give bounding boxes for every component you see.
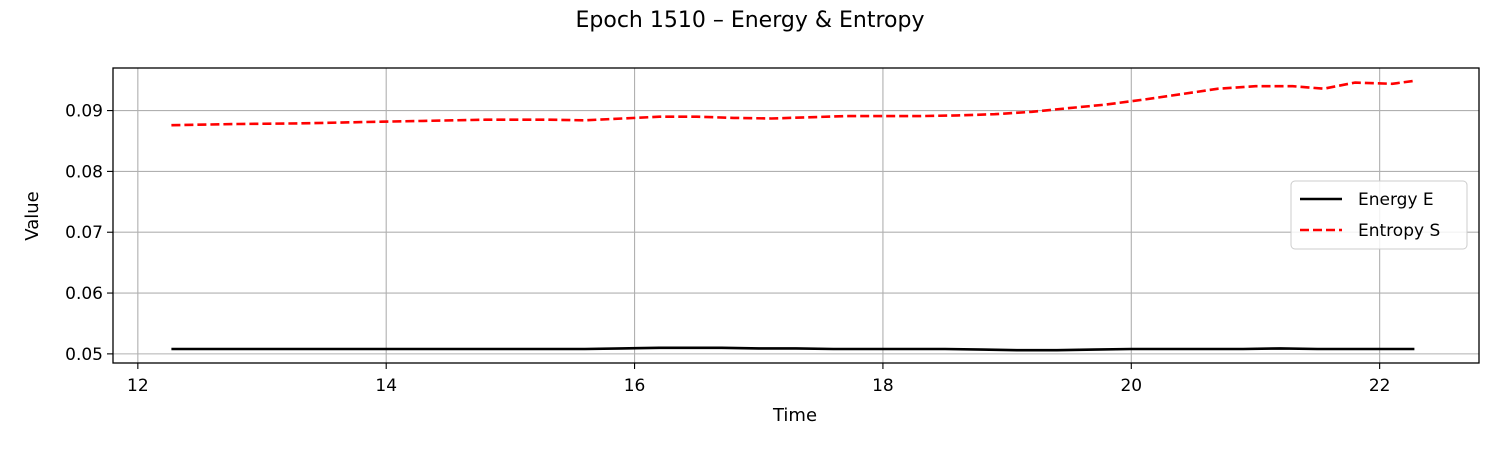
series-line-energy bbox=[171, 346, 1415, 352]
x-axis-ticks: 12 14 16 18 20 22 bbox=[127, 363, 1390, 396]
x-tick-label: 16 bbox=[624, 376, 646, 396]
y-tick-label: 0.06 bbox=[65, 284, 103, 304]
x-tick-label: 14 bbox=[375, 376, 397, 396]
y-tick-label: 0.07 bbox=[65, 223, 103, 243]
x-axis-label: Time bbox=[772, 405, 817, 426]
grid-lines bbox=[113, 68, 1479, 363]
x-tick-label: 18 bbox=[872, 376, 894, 396]
x-tick-label: 20 bbox=[1120, 376, 1142, 396]
chart-title: Epoch 1510 – Energy & Entropy bbox=[576, 8, 925, 33]
plot-frame bbox=[112, 67, 1480, 364]
y-axis-label: Value bbox=[22, 191, 43, 240]
x-tick-label: 22 bbox=[1369, 376, 1391, 396]
series-line-entropy bbox=[171, 79, 1415, 127]
legend: Energy E Entropy S bbox=[1290, 180, 1468, 250]
y-tick-label: 0.08 bbox=[65, 162, 103, 182]
y-axis-ticks: 0.05 0.06 0.07 0.08 0.09 bbox=[65, 102, 113, 365]
y-tick-label: 0.09 bbox=[65, 102, 103, 122]
y-tick-label: 0.05 bbox=[65, 345, 103, 365]
legend-label: Energy E bbox=[1358, 190, 1434, 210]
x-tick-label: 12 bbox=[127, 376, 149, 396]
legend-label: Entropy S bbox=[1358, 221, 1440, 241]
series-lines bbox=[171, 79, 1415, 352]
